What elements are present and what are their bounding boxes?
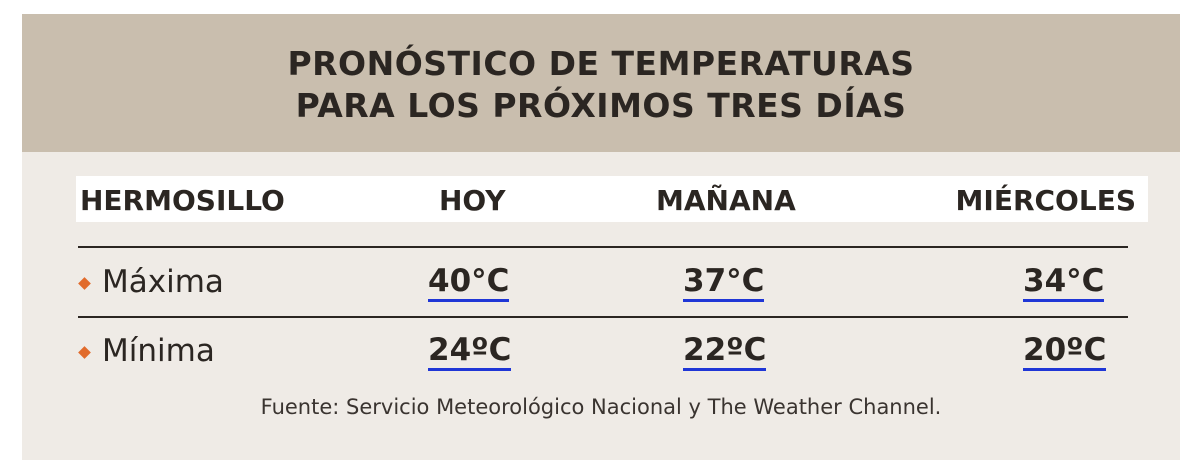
column-header-tomorrow: MAÑANA: [656, 184, 796, 217]
column-header-city: HERMOSILLO: [80, 184, 285, 217]
divider-middle: [78, 316, 1128, 318]
table-header-row: HERMOSILLO HOY MAÑANA MIÉRCOLES: [76, 176, 1148, 222]
title-band: PRONÓSTICO DE TEMPERATURAS PARA LOS PRÓX…: [22, 14, 1180, 152]
min-tomorrow-value: 22ºC: [683, 333, 767, 371]
column-header-today: HOY: [439, 184, 506, 217]
source-note: Fuente: Servicio Meteorológico Nacional …: [260, 395, 942, 419]
min-today-value: 24ºC: [428, 333, 512, 371]
diamond-bullet-icon: [78, 277, 91, 290]
column-header-wednesday: MIÉRCOLES: [955, 184, 1136, 217]
title-line-1: PRONÓSTICO DE TEMPERATURAS: [287, 44, 915, 83]
divider-top: [78, 246, 1128, 248]
forecast-card: PRONÓSTICO DE TEMPERATURAS PARA LOS PRÓX…: [22, 14, 1180, 460]
row-label-min: Mínima: [102, 333, 215, 369]
title-line-2: PARA LOS PRÓXIMOS TRES DÍAS: [295, 86, 907, 125]
max-wednesday-value: 34°C: [1023, 264, 1105, 302]
max-tomorrow-value: 37°C: [683, 264, 765, 302]
max-today-value: 40°C: [428, 264, 510, 302]
diamond-bullet-icon: [78, 346, 91, 359]
min-wednesday-value: 20ºC: [1023, 333, 1107, 371]
row-label-max: Máxima: [102, 264, 224, 300]
